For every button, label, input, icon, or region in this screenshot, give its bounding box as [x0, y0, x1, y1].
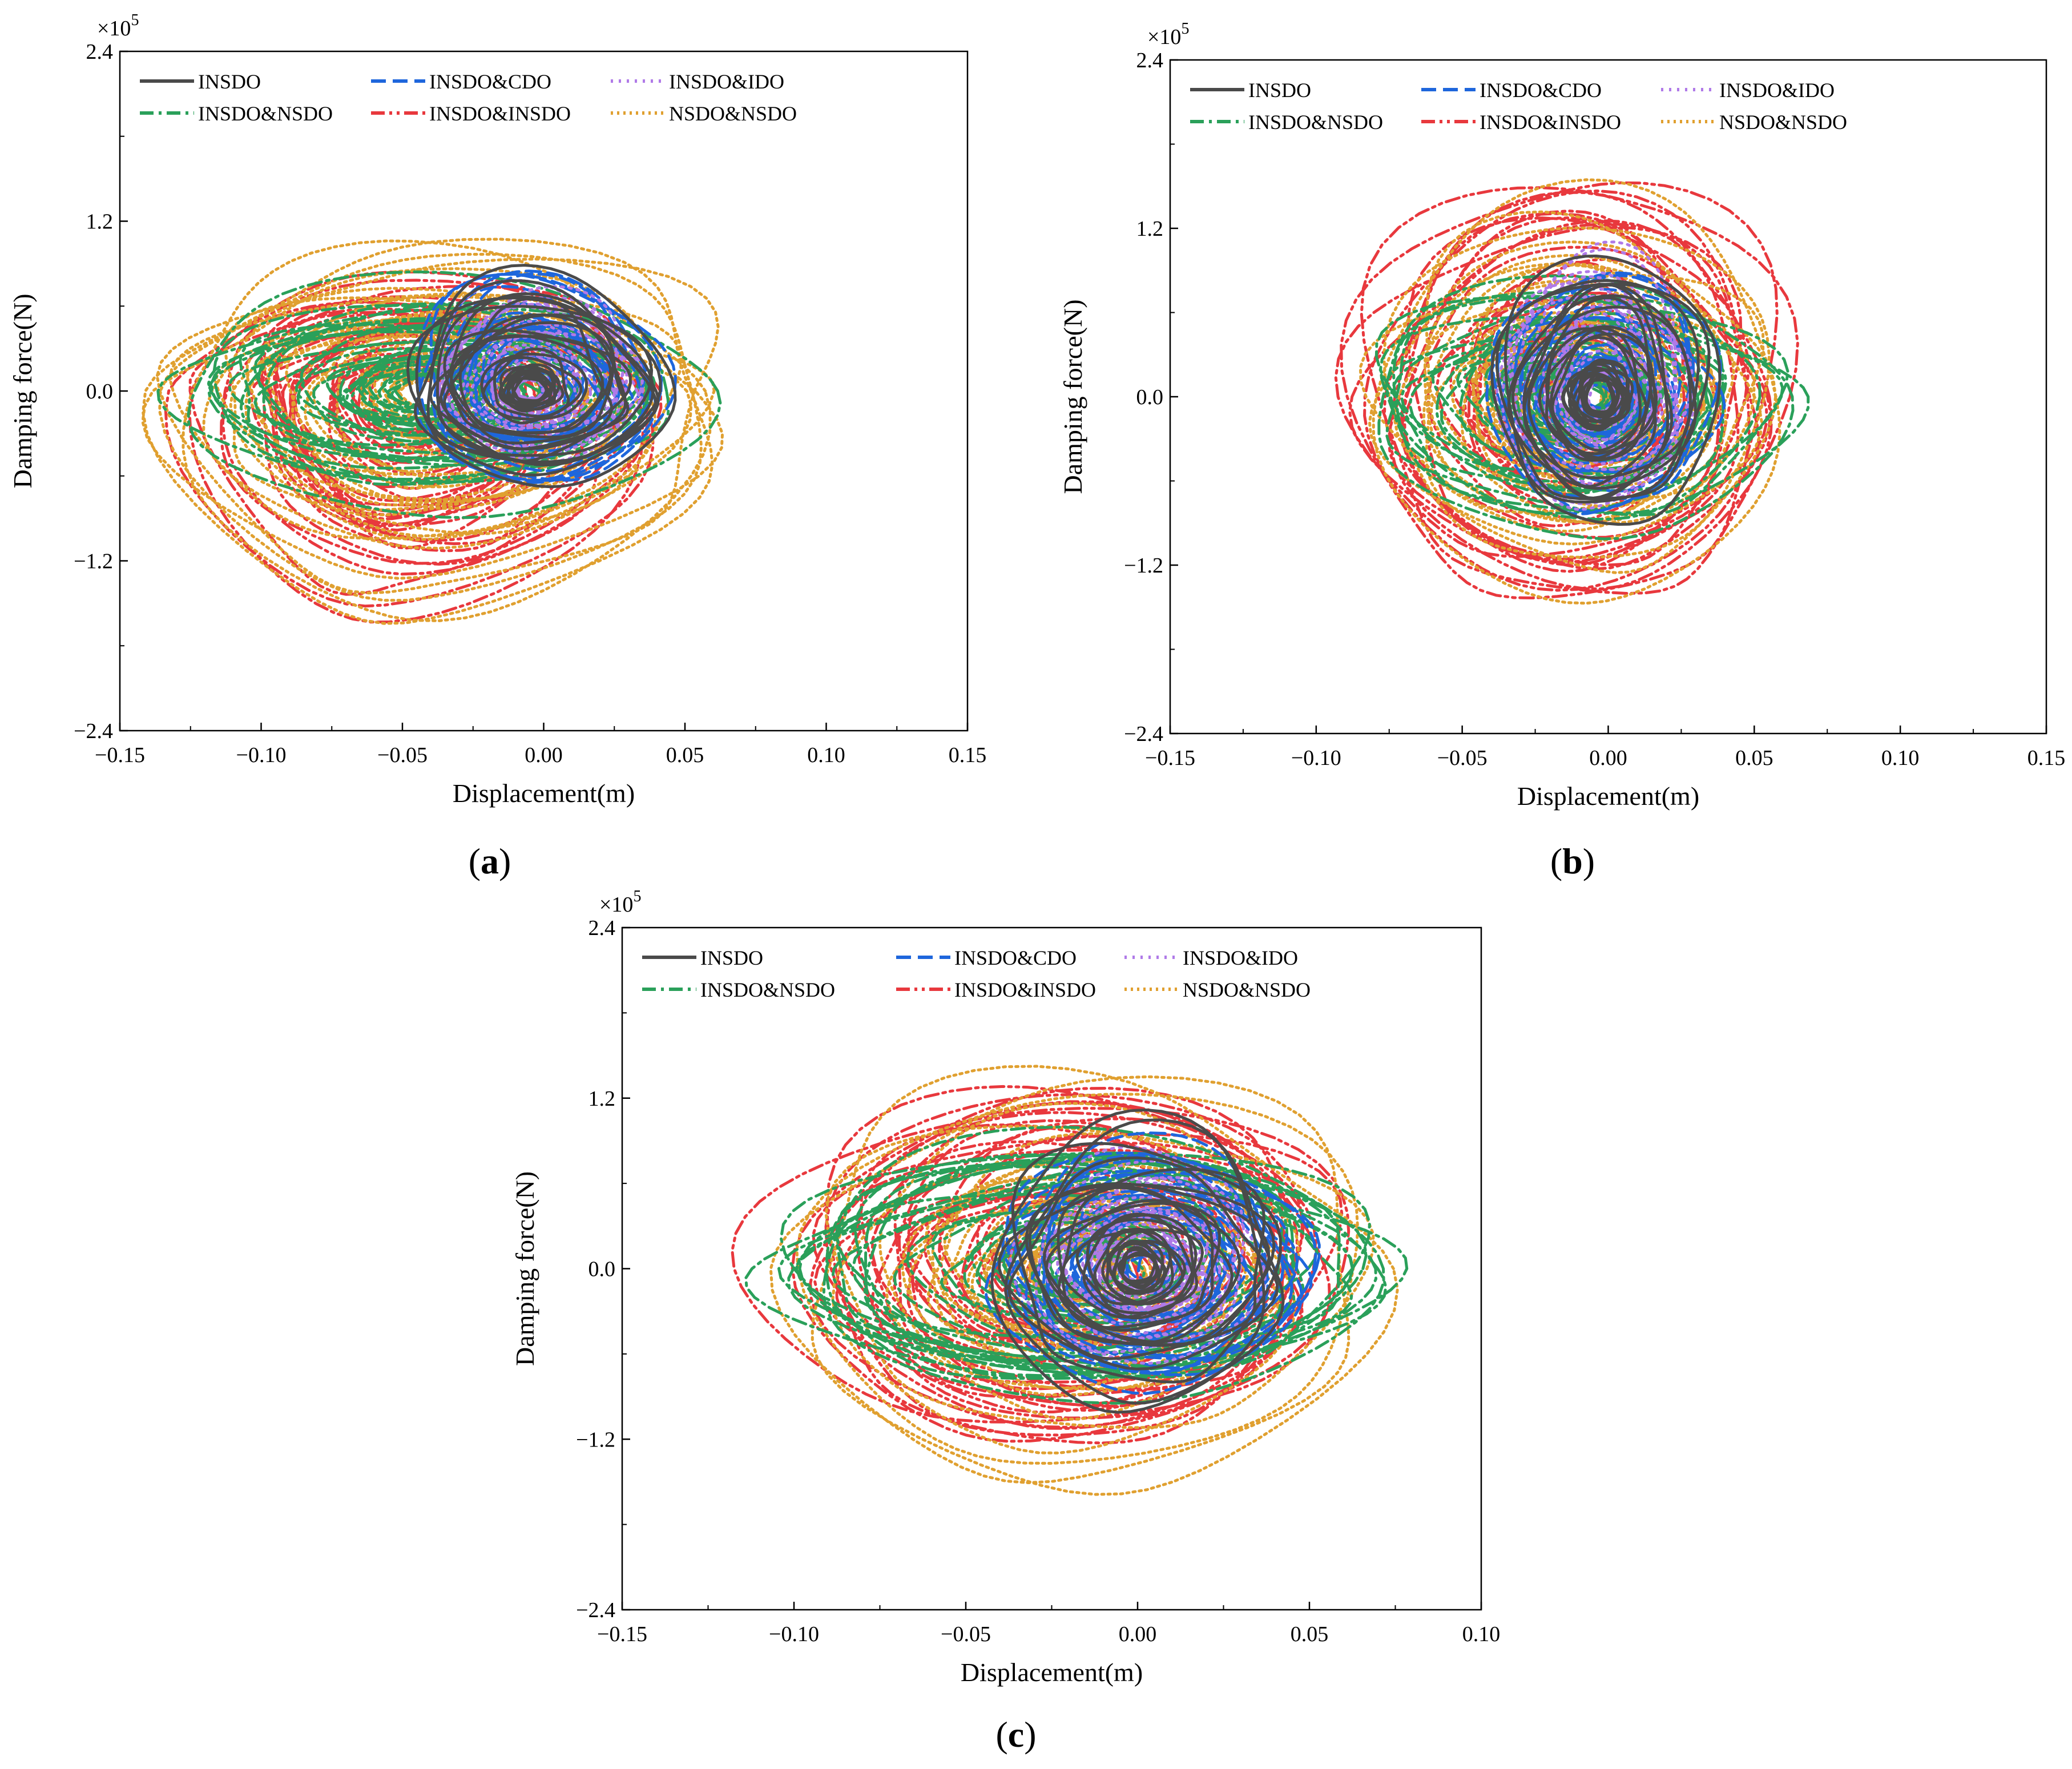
- series-group: [731, 1065, 1409, 1496]
- subfigure-label-close: ): [1583, 841, 1595, 881]
- subfigure-label-a: (a): [469, 841, 511, 881]
- x-axis-label: Displacement(m): [453, 779, 635, 808]
- legend-label: INSDO&INSDO: [954, 978, 1096, 1001]
- subfigure-label-open: (: [995, 1714, 1007, 1755]
- y-tick-label: −1.2: [74, 550, 113, 574]
- x-tick-label: 0.10: [1462, 1622, 1501, 1646]
- y-tick-label: 1.2: [1136, 217, 1164, 241]
- legend-label: INSDO&INSDO: [429, 102, 571, 125]
- y-tick-label: 0.0: [1136, 385, 1164, 409]
- series-group: [1334, 178, 1810, 605]
- subfigure-label-close: ): [1024, 1714, 1036, 1755]
- y-tick-label: −2.4: [74, 719, 113, 743]
- y-tick-label: 0.0: [588, 1258, 616, 1282]
- x-tick-label: −0.15: [1145, 746, 1195, 770]
- legend-label: INSDO: [198, 70, 261, 93]
- legend-label: NSDO&NSDO: [1719, 111, 1847, 134]
- subfigure-label-letter: b: [1562, 841, 1583, 881]
- legend-label: INSDO: [1248, 79, 1311, 102]
- legend-label: INSDO&IDO: [1183, 946, 1298, 969]
- y-tick-label: 2.4: [86, 40, 114, 64]
- legend-label: INSDO&NSDO: [1248, 111, 1383, 134]
- series-insdo: [406, 264, 677, 489]
- subfigure-label-letter: a: [481, 841, 499, 881]
- x-axis-label: Displacement(m): [1517, 781, 1699, 811]
- x-tick-label: 0.00: [1589, 746, 1627, 770]
- x-tick-label: −0.05: [377, 743, 428, 767]
- x-tick-label: 0.05: [1291, 1622, 1329, 1646]
- subfigure-label-b: (b): [1550, 841, 1595, 881]
- y-tick-label: 1.2: [588, 1087, 616, 1111]
- chart-panel-b: −0.15 −0.10 −0.05 0.00 0.05 0.10 0.15−2.4−1.20…: [1058, 20, 2065, 811]
- y-tick-label: 1.2: [86, 210, 114, 234]
- y-multiplier: ×105: [1147, 20, 1189, 49]
- x-tick-label: 0.10: [807, 743, 845, 767]
- series-insdo: [990, 1108, 1285, 1414]
- x-tick-label: −0.10: [1291, 746, 1341, 770]
- legend-label: INSDO: [700, 946, 763, 969]
- y-multiplier-exponent: 5: [633, 888, 641, 905]
- chart-panel-c: −0.15 −0.10 −0.05 0.00 0.05 0.10 −2.4 −1.2 0.0 1.…: [510, 888, 1500, 1687]
- series-group: [141, 237, 724, 625]
- x-tick-label: 0.00: [525, 743, 563, 767]
- y-tick-label: −2.4: [576, 1598, 615, 1622]
- series-insdo: [1490, 254, 1722, 526]
- x-tick-label: −0.15: [95, 743, 145, 767]
- x-tick-label: 0.00: [1119, 1622, 1157, 1646]
- x-tick-label: 0.15: [2027, 746, 2066, 770]
- x-tick-label: −0.10: [769, 1622, 819, 1646]
- y-tick-label: −1.2: [576, 1428, 615, 1452]
- x-tick-label: −0.05: [941, 1622, 991, 1646]
- subfigure-label-c: (c): [995, 1714, 1036, 1755]
- legend-label: NSDO&NSDO: [1183, 978, 1311, 1001]
- y-tick-label: 2.4: [1136, 49, 1164, 72]
- x-tick-label: 0.15: [949, 743, 987, 767]
- legend-label: INSDO&IDO: [669, 70, 784, 93]
- y-multiplier: ×105: [97, 11, 139, 41]
- y-tick-label: −1.2: [1124, 554, 1163, 578]
- x-axis-label: Displacement(m): [961, 1658, 1143, 1687]
- subfigure-label-open: (: [1550, 841, 1562, 881]
- x-tick-label: 0.05: [1735, 746, 1773, 770]
- y-tick-label: −2.4: [1124, 722, 1163, 746]
- y-tick-label: 2.4: [588, 916, 616, 940]
- y-axis-label: Damping force(N): [1058, 299, 1087, 494]
- x-tick-label: 0.10: [1881, 746, 1920, 770]
- x-tick-label: −0.15: [597, 1622, 647, 1646]
- legend-label: INSDO&CDO: [954, 946, 1077, 969]
- subfigure-label-open: (: [469, 841, 481, 881]
- subfigure-label-close: ): [499, 841, 511, 881]
- chart-panel-a: −0.15 −0.10 −0.05 0.00 0.05 0.10 0.15−2.4−1.20…: [8, 11, 986, 808]
- y-multiplier: ×105: [599, 888, 641, 917]
- legend: INSDO INSDO&CDO INSDO&IDO INSDO&NSDO INSDO&I…: [1190, 79, 1847, 134]
- legend-label: INSDO&NSDO: [700, 978, 835, 1001]
- legend-label: INSDO&CDO: [1480, 79, 1602, 102]
- legend-label: INSDO&CDO: [429, 70, 551, 93]
- legend-label: INSDO&NSDO: [198, 102, 333, 125]
- y-tick-label: 0.0: [86, 380, 114, 404]
- series-insdo-nsdo: [156, 270, 722, 519]
- subfigure-label-letter: c: [1008, 1714, 1024, 1755]
- y-axis-label: Damping force(N): [8, 293, 37, 488]
- x-tick-label: −0.10: [236, 743, 287, 767]
- y-multiplier-exponent: 5: [131, 11, 139, 29]
- x-tick-label: 0.05: [666, 743, 704, 767]
- legend-label: INSDO&INSDO: [1480, 111, 1621, 134]
- legend-label: INSDO&IDO: [1719, 79, 1835, 102]
- x-tick-label: −0.05: [1437, 746, 1488, 770]
- y-multiplier-exponent: 5: [1181, 20, 1189, 38]
- legend: INSDO INSDO&CDO INSDO&IDO INSDO&NSDO INSDO&I…: [642, 946, 1311, 1001]
- legend-label: NSDO&NSDO: [669, 102, 797, 125]
- y-axis-label: Damping force(N): [510, 1171, 539, 1366]
- legend: INSDO INSDO&CDO INSDO&IDO INSDO&NSDO INSDO&I…: [140, 70, 797, 125]
